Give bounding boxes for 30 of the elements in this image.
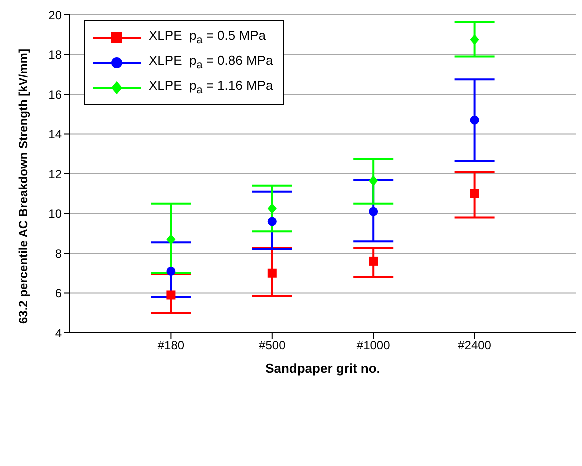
legend-label: XLPE p$_{a}$ = 0.5 MPa [149, 28, 266, 47]
y-tick-label: 10 [48, 207, 62, 222]
point [166, 266, 176, 276]
point [369, 207, 378, 216]
y-tick-label: 14 [48, 128, 62, 142]
x-axis-title: Sandpaper grit no. [266, 361, 380, 376]
y-tick-label: 12 [48, 167, 62, 182]
x-tick-label: #1000 [356, 338, 391, 353]
legend-label: XLPE p$_{a}$ = 0.86 MPa [149, 53, 274, 72]
y-tick-label: 6 [55, 286, 62, 301]
point [268, 203, 277, 214]
point [369, 256, 378, 266]
y-tick-label: 16 [48, 88, 62, 102]
point [166, 290, 176, 300]
y-tick-label: 20 [48, 8, 62, 22]
point [470, 189, 480, 198]
point [166, 234, 176, 245]
point [470, 34, 480, 46]
y-tick-label: 18 [48, 48, 62, 62]
y-tick-label: 4 [55, 326, 62, 340]
x-tick-label: #2400 [458, 338, 492, 353]
x-tick-label: #500 [259, 338, 286, 353]
y-tick-label: 8 [55, 246, 62, 261]
x-tick-label: #180 [158, 338, 185, 353]
y-axis-title: 63.2 percentile AC Breakdown Strength [kV/mm] [16, 49, 30, 324]
point [268, 217, 277, 226]
legend-label: XLPE p$_{a}$ = 1.16 MPa [149, 78, 274, 97]
point [369, 176, 378, 186]
point [470, 116, 480, 125]
point [268, 268, 277, 278]
